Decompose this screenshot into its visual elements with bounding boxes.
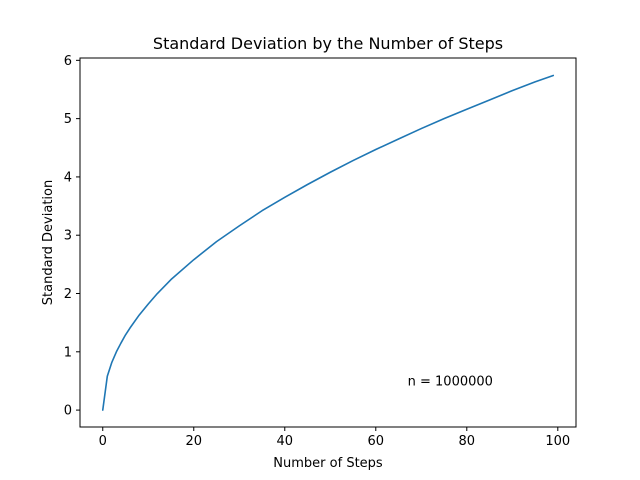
chart-title: Standard Deviation by the Number of Step… xyxy=(153,34,503,53)
x-tick-label-0: 0 xyxy=(99,434,107,449)
y-axis-label: Standard Deviation xyxy=(41,180,56,305)
series-line-0 xyxy=(101,74,555,411)
x-tick-label-40: 40 xyxy=(276,434,293,449)
plot-background xyxy=(80,58,576,427)
x-tick-label-20: 20 xyxy=(185,434,202,449)
y-tick-label-1: 1 xyxy=(64,345,72,360)
x-tick-label-100: 100 xyxy=(545,434,570,449)
chart-marks xyxy=(101,74,555,411)
plot-frame xyxy=(79,57,577,428)
x-tick-label-80: 80 xyxy=(459,434,476,449)
y-tick-label-3: 3 xyxy=(64,229,72,244)
y-tick-label-5: 5 xyxy=(64,112,72,127)
x-axis-label: Number of Steps xyxy=(273,456,383,471)
y-axis: 0 1 2 3 4 5 6 xyxy=(64,54,80,419)
x-tick-label-60: 60 xyxy=(368,434,385,449)
y-tick-label-2: 2 xyxy=(64,287,72,302)
y-tick-label-4: 4 xyxy=(64,170,72,185)
annotation-text: n = 1000000 xyxy=(408,374,493,389)
x-axis: 0 20 40 60 80 100 xyxy=(99,427,570,449)
y-tick-label-0: 0 xyxy=(64,404,72,419)
y-tick-label-6: 6 xyxy=(64,54,72,69)
